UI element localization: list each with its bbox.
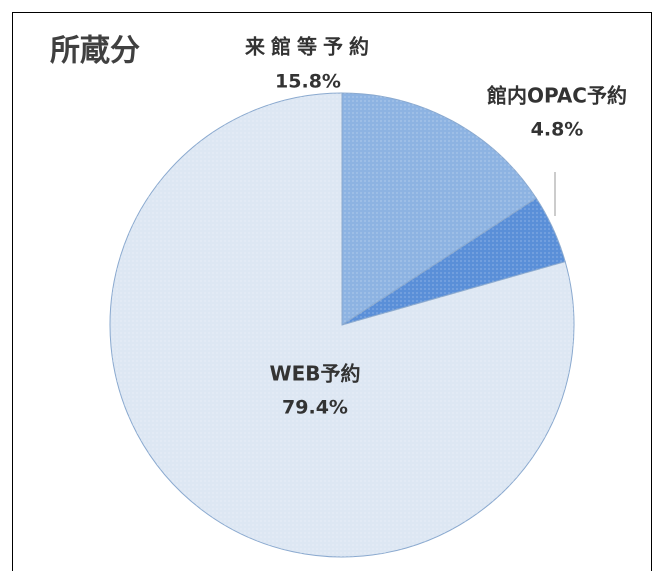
slice-label: 来館等予約	[244, 35, 375, 59]
slice-label: WEB予約	[270, 362, 361, 386]
slice-value: 4.8%	[531, 119, 584, 141]
slice-value: 15.8%	[275, 71, 341, 93]
slice-label: 館内OPAC予約	[487, 84, 627, 108]
chart-title: 所蔵分	[50, 34, 140, 69]
frame	[12, 12, 652, 571]
slice-value: 79.4%	[282, 397, 348, 419]
